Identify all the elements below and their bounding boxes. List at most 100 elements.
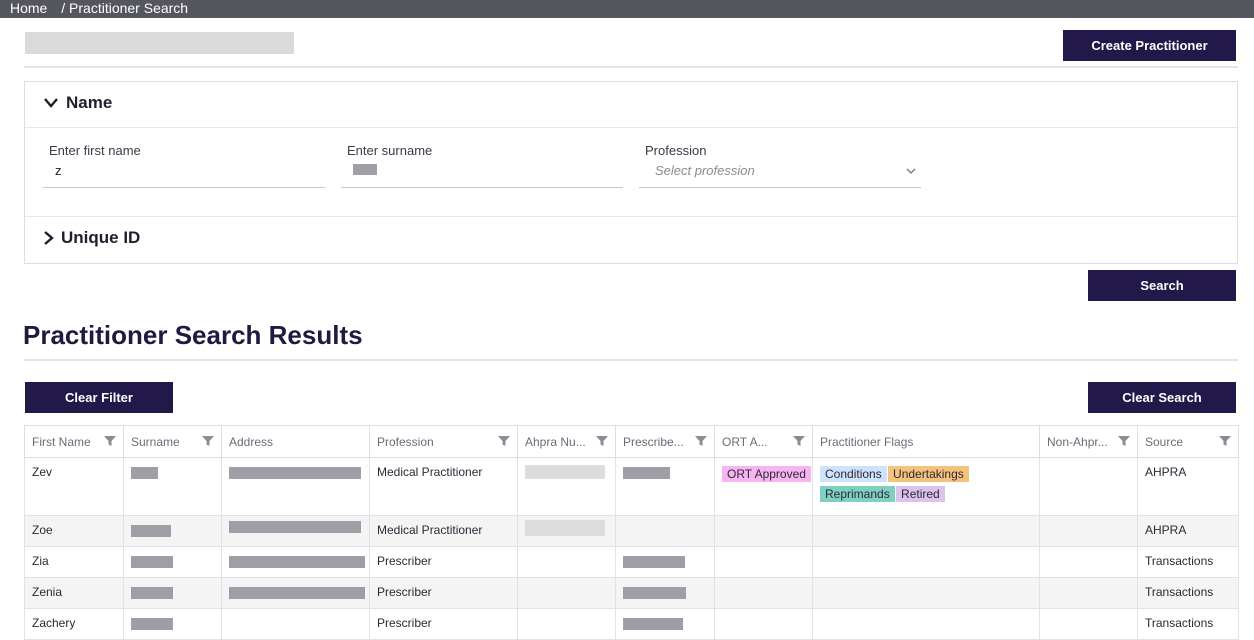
cell-address <box>221 515 370 547</box>
cell-first-name: Zoe <box>24 515 124 547</box>
redacted-value <box>131 525 171 537</box>
redacted-value <box>131 587 173 599</box>
results-title: Practitioner Search Results <box>23 320 363 350</box>
cell-ort <box>714 608 813 640</box>
cell-ahpra-number <box>517 608 616 640</box>
cell-practitioner-flags <box>812 515 1040 547</box>
redacted-value <box>131 467 158 479</box>
profession-select[interactable]: Select profession <box>639 154 921 188</box>
table-row[interactable]: Zoe Medical Practitioner AHPRA <box>24 515 1239 547</box>
name-section-title: Name <box>66 93 113 112</box>
cell-surname <box>123 546 222 578</box>
cell-address <box>221 577 370 609</box>
column-header-ort[interactable]: ORT A... <box>714 425 813 458</box>
flag-badge: Reprimands <box>820 486 895 502</box>
cell-non-ahpra <box>1039 515 1138 547</box>
cell-prescriber <box>615 515 715 547</box>
cell-non-ahpra <box>1039 457 1138 516</box>
cell-practitioner-flags <box>812 577 1040 609</box>
cell-source: Transactions <box>1137 546 1239 578</box>
cell-source: AHPRA <box>1137 515 1239 547</box>
filter-icon[interactable] <box>103 434 117 448</box>
column-header-source[interactable]: Source <box>1137 425 1239 458</box>
redacted-value <box>229 587 365 599</box>
column-header-practitioner-flags[interactable]: Practitioner Flags <box>812 425 1040 458</box>
column-header-surname[interactable]: Surname <box>123 425 222 458</box>
cell-non-ahpra <box>1039 608 1138 640</box>
redacted-value <box>623 618 683 630</box>
cell-ahpra-number <box>517 457 616 516</box>
chevron-right-icon[interactable] <box>41 230 55 246</box>
column-header-profession[interactable]: Profession <box>369 425 518 458</box>
column-header-ahpra-number[interactable]: Ahpra Nu... <box>517 425 616 458</box>
chevron-down-icon <box>44 98 58 108</box>
cell-first-name: Zenia <box>24 577 124 609</box>
cell-surname <box>123 608 222 640</box>
redacted-value <box>229 556 365 568</box>
cell-address <box>221 457 370 516</box>
page-title-redacted <box>25 32 294 54</box>
breadcrumb-current: / Practitioner Search <box>61 0 189 16</box>
filter-icon[interactable] <box>595 434 609 448</box>
clear-filter-button[interactable]: Clear Filter <box>25 382 173 413</box>
cell-first-name: Zachery <box>24 608 124 640</box>
column-header-address[interactable]: Address <box>221 425 370 458</box>
cell-profession: Prescriber <box>369 577 518 609</box>
redacted-value <box>229 467 361 479</box>
ort-approved-badge: ORT Approved <box>722 466 811 482</box>
divider <box>25 216 1237 217</box>
cell-source: Transactions <box>1137 608 1239 640</box>
cell-ahpra-number <box>517 515 616 547</box>
cell-first-name: Zev <box>24 457 124 516</box>
redacted-value <box>525 520 605 536</box>
clear-search-button[interactable]: Clear Search <box>1088 382 1236 413</box>
surname-label: Enter surname <box>347 143 433 158</box>
cell-first-name: Zia <box>24 546 124 578</box>
chevron-down-icon <box>906 168 916 175</box>
table-row[interactable]: Zev Medical Practitioner ORT Approved Co… <box>24 457 1239 516</box>
cell-address <box>221 546 370 578</box>
column-header-prescriber[interactable]: Prescribe... <box>615 425 715 458</box>
cell-ahpra-number <box>517 546 616 578</box>
create-practitioner-button[interactable]: Create Practitioner <box>1063 30 1236 61</box>
filter-icon[interactable] <box>694 434 708 448</box>
table-row[interactable]: Zachery Prescriber Transactions <box>24 608 1239 640</box>
cell-ort: ORT Approved <box>714 457 813 516</box>
breadcrumb-home[interactable]: Home <box>10 0 48 16</box>
cell-profession: Medical Practitioner <box>369 457 518 516</box>
table-row[interactable]: Zenia Prescriber Transactions <box>24 577 1239 609</box>
filter-icon[interactable] <box>497 434 511 448</box>
column-header-non-ahpra[interactable]: Non-Ahpr... <box>1039 425 1138 458</box>
flag-badge: Undertakings <box>888 466 969 482</box>
filter-icon[interactable] <box>201 434 215 448</box>
search-button[interactable]: Search <box>1088 270 1236 301</box>
redacted-value <box>229 521 361 533</box>
name-section-header[interactable]: Name <box>25 82 1237 128</box>
unique-id-section-title[interactable]: Unique ID <box>61 228 141 247</box>
search-panel: Name Enter first name Enter surname Prof… <box>24 81 1238 264</box>
redacted-value <box>131 618 173 630</box>
flag-badge: Conditions <box>820 466 887 482</box>
filter-icon[interactable] <box>792 434 806 448</box>
redacted-value <box>525 465 605 479</box>
cell-practitioner-flags <box>812 608 1040 640</box>
cell-profession: Prescriber <box>369 546 518 578</box>
cell-address <box>221 608 370 640</box>
results-table: First Name Surname Address Profession Ah… <box>24 425 1239 640</box>
cell-prescriber <box>615 608 715 640</box>
divider <box>24 66 1238 68</box>
redacted-value <box>623 556 685 568</box>
divider <box>24 359 1238 361</box>
column-header-first-name[interactable]: First Name <box>24 425 124 458</box>
first-name-input[interactable] <box>43 154 325 188</box>
cell-ahpra-number <box>517 577 616 609</box>
cell-profession: Medical Practitioner <box>369 515 518 547</box>
profession-placeholder: Select profession <box>655 163 755 178</box>
surname-input[interactable] <box>341 154 623 188</box>
cell-prescriber <box>615 457 715 516</box>
cell-source: AHPRA <box>1137 457 1239 516</box>
table-row[interactable]: Zia Prescriber Transactions <box>24 546 1239 578</box>
cell-practitioner-flags: Conditions Undertakings Reprimands Retir… <box>812 457 1040 516</box>
filter-icon[interactable] <box>1117 434 1131 448</box>
filter-icon[interactable] <box>1218 434 1232 448</box>
